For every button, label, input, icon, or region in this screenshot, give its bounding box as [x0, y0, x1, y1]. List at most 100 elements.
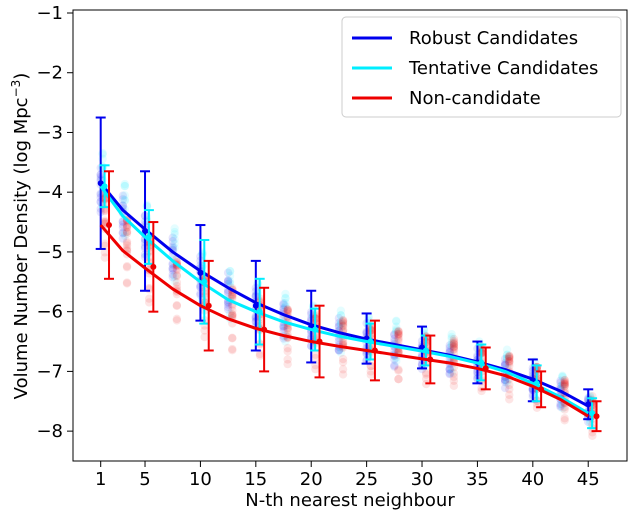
galaxy-point [279, 299, 288, 308]
galaxy-point [392, 316, 401, 325]
galaxy-point [505, 361, 514, 371]
galaxy-point [122, 241, 132, 250]
galaxy-point [228, 291, 237, 300]
galaxy-point [390, 355, 399, 364]
galaxy-point [200, 332, 209, 342]
galaxy-point [172, 301, 182, 311]
galaxy-point [449, 376, 459, 385]
galaxy-point [100, 253, 110, 262]
galaxy-point [560, 375, 569, 385]
mean-point-non-candidate [593, 413, 600, 420]
galaxy-point [560, 381, 569, 390]
y-axis-label-superscript: −3 [9, 80, 23, 98]
galaxy-point [225, 277, 235, 286]
galaxy-point [225, 266, 235, 276]
galaxy-point [118, 234, 128, 243]
galaxy-point [445, 364, 454, 374]
galaxy-point [500, 360, 510, 369]
galaxy-point [336, 306, 346, 315]
legend-label-tentative: Tentative Candidates [408, 58, 598, 79]
galaxy-point [311, 350, 320, 360]
galaxy-point [390, 334, 399, 344]
galaxy-point [338, 370, 348, 379]
galaxy-point [334, 318, 344, 328]
galaxy-point [502, 354, 512, 363]
galaxy-point [445, 343, 454, 353]
y-tick-label: −3 [36, 122, 63, 143]
galaxy-point [118, 191, 128, 200]
galaxy-point [283, 305, 292, 314]
mean-point-non-candidate [427, 356, 434, 363]
galaxy-point [118, 220, 128, 229]
galaxy-point [336, 348, 346, 357]
galaxy-point [445, 346, 454, 355]
galaxy-point [336, 319, 346, 328]
galaxy-point [223, 302, 233, 312]
galaxy-point [336, 311, 346, 320]
galaxy-point [505, 351, 514, 361]
galaxy-point [170, 276, 179, 286]
galaxy-point [283, 307, 292, 316]
galaxy-point [120, 179, 129, 189]
galaxy-point [172, 281, 182, 291]
mean-point-tentative [145, 233, 152, 240]
galaxy-point [334, 322, 344, 332]
galaxy-point [392, 326, 401, 335]
galaxy-point [122, 239, 132, 248]
galaxy-point [144, 285, 154, 294]
galaxy-point [170, 271, 179, 281]
galaxy-point [445, 365, 454, 374]
galaxy-point [588, 431, 597, 440]
galaxy-point [118, 228, 128, 237]
galaxy-point [170, 227, 179, 237]
galaxy-point [556, 376, 565, 385]
y-tick-label: −7 [36, 361, 63, 382]
galaxy-point [168, 266, 177, 275]
y-tick-label: −8 [36, 421, 63, 442]
galaxy-point [505, 357, 514, 367]
galaxy-point [445, 365, 454, 374]
galaxy-point [225, 267, 235, 276]
galaxy-point [394, 327, 403, 337]
galaxy-point [421, 370, 431, 379]
galaxy-point [338, 357, 348, 367]
galaxy-point [120, 196, 129, 205]
galaxy-point [281, 293, 290, 303]
galaxy-point [560, 379, 569, 388]
galaxy-point [172, 271, 182, 280]
galaxy-point [447, 340, 456, 349]
galaxy-point [447, 368, 456, 377]
galaxy-point [505, 358, 514, 368]
x-tick-label: 30 [411, 469, 434, 490]
curve-non-candidate [99, 224, 589, 418]
galaxy-point [228, 310, 237, 319]
galaxy-point [500, 358, 510, 368]
galaxy-point [556, 378, 565, 387]
galaxy-point [338, 365, 348, 374]
galaxy-point [168, 264, 177, 273]
mean-point-non-candidate [106, 222, 113, 229]
galaxy-point [122, 261, 132, 271]
galaxy-point [560, 416, 569, 425]
galaxy-point [505, 352, 514, 362]
galaxy-point [449, 369, 459, 378]
galaxy-point [279, 300, 288, 309]
galaxy-point [390, 329, 399, 339]
galaxy-point [170, 224, 179, 233]
galaxy-point [279, 327, 288, 336]
galaxy-point [255, 351, 265, 360]
galaxy-point [283, 305, 292, 315]
galaxy-point [223, 276, 233, 285]
y-tick-label: −6 [36, 302, 63, 323]
galaxy-point [283, 347, 292, 356]
galaxy-point [283, 325, 292, 334]
galaxy-point [122, 278, 132, 287]
galaxy-point [144, 298, 154, 307]
galaxy-point [283, 323, 292, 332]
x-tick-label: 5 [139, 469, 150, 490]
galaxy-point [281, 301, 290, 310]
galaxy-point [336, 317, 346, 326]
galaxy-point [223, 277, 233, 286]
galaxy-point [558, 371, 567, 380]
galaxy-point [122, 229, 132, 238]
